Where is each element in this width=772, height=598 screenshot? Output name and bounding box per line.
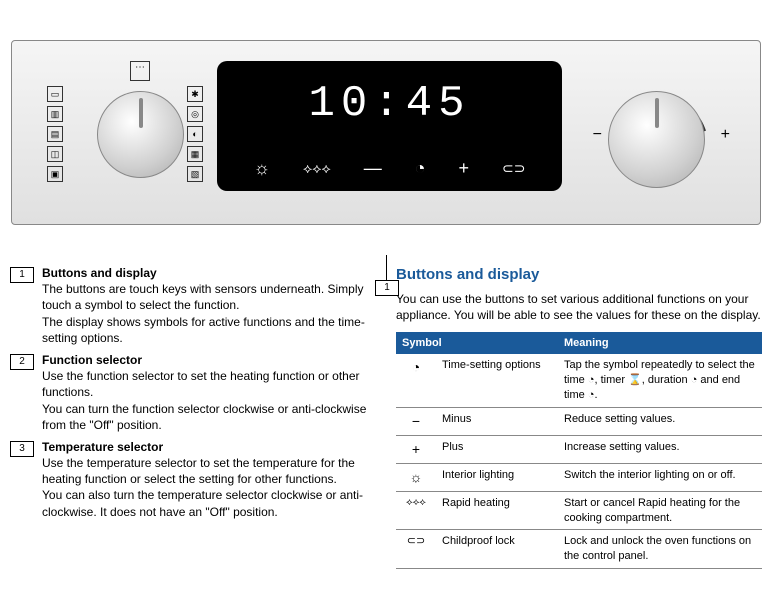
temp-plus-label: +	[721, 126, 730, 144]
touch-button-row: ☼ ⟡⟡⟡ — ◔ + ⊂⊃	[237, 158, 542, 179]
clock-button[interactable]: ◔	[415, 158, 426, 179]
sym-glyph: ☼	[396, 463, 436, 491]
display-unit: 10:45 ☼ ⟡⟡⟡ — ◔ + ⊂⊃	[217, 61, 562, 191]
sym-glyph: ⟡⟡⟡	[396, 491, 436, 530]
light-button[interactable]: ☼	[253, 158, 270, 179]
symbol-table: Symbol Meaning ◔ Time-setting options Ta…	[396, 332, 762, 569]
callout-1-line	[386, 255, 387, 280]
mode-icon: ▥	[47, 106, 63, 122]
legend-item-2: 2 Function selector Use the function sel…	[10, 352, 376, 433]
mode-icon: ◐	[187, 126, 203, 142]
sym-desc: Increase setting values.	[558, 435, 762, 463]
sym-label: Plus	[436, 435, 558, 463]
oven-control-panel: ▭ ▥ ▤ ◫ ▣ ✱ ◎ ◐ ▦ ▧ ⋯ 10:45 ☼ ⟡⟡⟡ — ◔ + …	[11, 40, 761, 225]
sym-desc: Reduce setting values.	[558, 408, 762, 436]
legend-body: Use the function selector to set the hea…	[42, 368, 376, 433]
display-time: 10:45	[217, 61, 562, 129]
section-heading: Buttons and display	[396, 265, 762, 285]
table-row: − Minus Reduce setting values.	[396, 408, 762, 436]
legend-body: Use the temperature selector to set the …	[42, 455, 376, 520]
section-intro: You can use the buttons to set various a…	[396, 291, 762, 323]
sym-glyph: +	[396, 435, 436, 463]
legend-title: Function selector	[42, 352, 376, 368]
mode-icon: ◎	[187, 106, 203, 122]
sym-glyph: −	[396, 408, 436, 436]
table-row: ◔ Time-setting options Tap the symbol re…	[396, 354, 762, 407]
legend-column: 1 Buttons and display The buttons are to…	[10, 265, 376, 569]
rapid-heat-button[interactable]: ⟡⟡⟡	[303, 160, 331, 177]
legend-title: Temperature selector	[42, 439, 376, 455]
mode-icon: ▦	[187, 146, 203, 162]
sym-label: Time-setting options	[436, 354, 558, 407]
legend-title: Buttons and display	[42, 265, 376, 281]
legend-num: 1	[10, 267, 34, 283]
symbol-column: Buttons and display You can use the butt…	[396, 265, 762, 569]
sym-glyph: ⊂⊃	[396, 530, 436, 569]
sym-label: Interior lighting	[436, 463, 558, 491]
table-row: ⟡⟡⟡ Rapid heating Start or cancel Rapid …	[396, 491, 762, 530]
temperature-selector-knob[interactable]	[608, 91, 705, 188]
lock-button[interactable]: ⊂⊃	[502, 160, 525, 177]
sym-desc: Switch the interior lighting on or off.	[558, 463, 762, 491]
table-row: ☼ Interior lighting Switch the interior …	[396, 463, 762, 491]
legend-item-1: 1 Buttons and display The buttons are to…	[10, 265, 376, 346]
callout-1-box: 1	[375, 280, 399, 296]
sym-glyph: ◔	[396, 354, 436, 407]
mode-icon: ✱	[187, 86, 203, 102]
mode-icons-right: ✱ ◎ ◐ ▦ ▧	[187, 86, 205, 182]
legend-item-3: 3 Temperature selector Use the temperatu…	[10, 439, 376, 520]
sym-label: Childproof lock	[436, 530, 558, 569]
table-row: ⊂⊃ Childproof lock Lock and unlock the o…	[396, 530, 762, 569]
mode-icon: ▭	[47, 86, 63, 102]
sym-desc: Tap the symbol repeatedly to select the …	[558, 354, 762, 407]
legend-num: 2	[10, 354, 34, 370]
sym-label: Rapid heating	[436, 491, 558, 530]
mode-icon: ◫	[47, 146, 63, 162]
th-symbol: Symbol	[396, 332, 558, 355]
temp-minus-label: −	[593, 126, 602, 144]
function-selector-knob[interactable]	[97, 91, 184, 178]
minus-button[interactable]: —	[364, 158, 382, 179]
off-position-icon: ⋯	[130, 61, 150, 81]
mode-icon: ▧	[187, 166, 203, 182]
diagram-wrap: 2 3 ▭ ▥ ▤ ◫ ▣ ✱ ◎ ◐ ▦ ▧ ⋯ 10:45 ☼ ⟡⟡⟡ —	[11, 40, 761, 225]
plus-button[interactable]: +	[459, 158, 470, 179]
mode-icons-left: ▭ ▥ ▤ ◫ ▣	[47, 86, 65, 182]
sym-desc: Start or cancel Rapid heating for the co…	[558, 491, 762, 530]
sym-desc: Lock and unlock the oven functions on th…	[558, 530, 762, 569]
lower-columns: 1 Buttons and display The buttons are to…	[10, 265, 762, 569]
sym-label: Minus	[436, 408, 558, 436]
th-meaning: Meaning	[558, 332, 762, 355]
mode-icon: ▤	[47, 126, 63, 142]
legend-num: 3	[10, 441, 34, 457]
legend-body: The buttons are touch keys with sensors …	[42, 281, 376, 346]
table-row: + Plus Increase setting values.	[396, 435, 762, 463]
mode-icon: ▣	[47, 166, 63, 182]
